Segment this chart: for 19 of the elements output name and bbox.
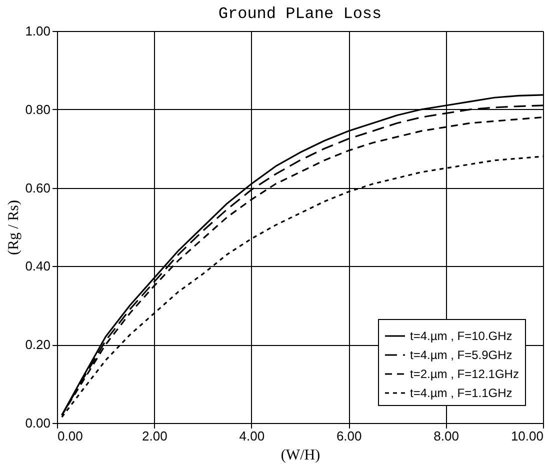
y-tick-label: 0.00 <box>25 416 50 430</box>
x-axis-title: (W/H) <box>280 448 320 464</box>
y-tick-label: 1.00 <box>25 24 50 38</box>
legend-label: t=4.µm , F=10.GHz <box>410 329 512 343</box>
x-tick-label: 10.00 <box>510 428 544 444</box>
chart-title: Ground PLane Loss <box>218 5 382 23</box>
x-tick-label: 0.00 <box>58 428 83 444</box>
y-tick-label: 0.80 <box>25 102 50 117</box>
legend-label: t=2.µm , F=12.1GHz <box>410 367 519 381</box>
y-tick-label: 0.40 <box>25 258 50 274</box>
y-tick-label: 0.20 <box>25 337 50 352</box>
y-tick-label: 0.60 <box>25 180 50 196</box>
y-axis-title: (Rg / Rs) <box>6 200 22 256</box>
x-tick-label: 8.00 <box>434 428 459 444</box>
x-tick-label: 4.00 <box>239 428 265 444</box>
legend-label: t=4.µm , F=5.9GHz <box>410 348 512 362</box>
x-tick-label: 2.00 <box>142 428 168 444</box>
x-tick-label: 6.00 <box>336 428 362 444</box>
legend-label: t=4.µm , F=1.1GHz <box>410 386 512 400</box>
